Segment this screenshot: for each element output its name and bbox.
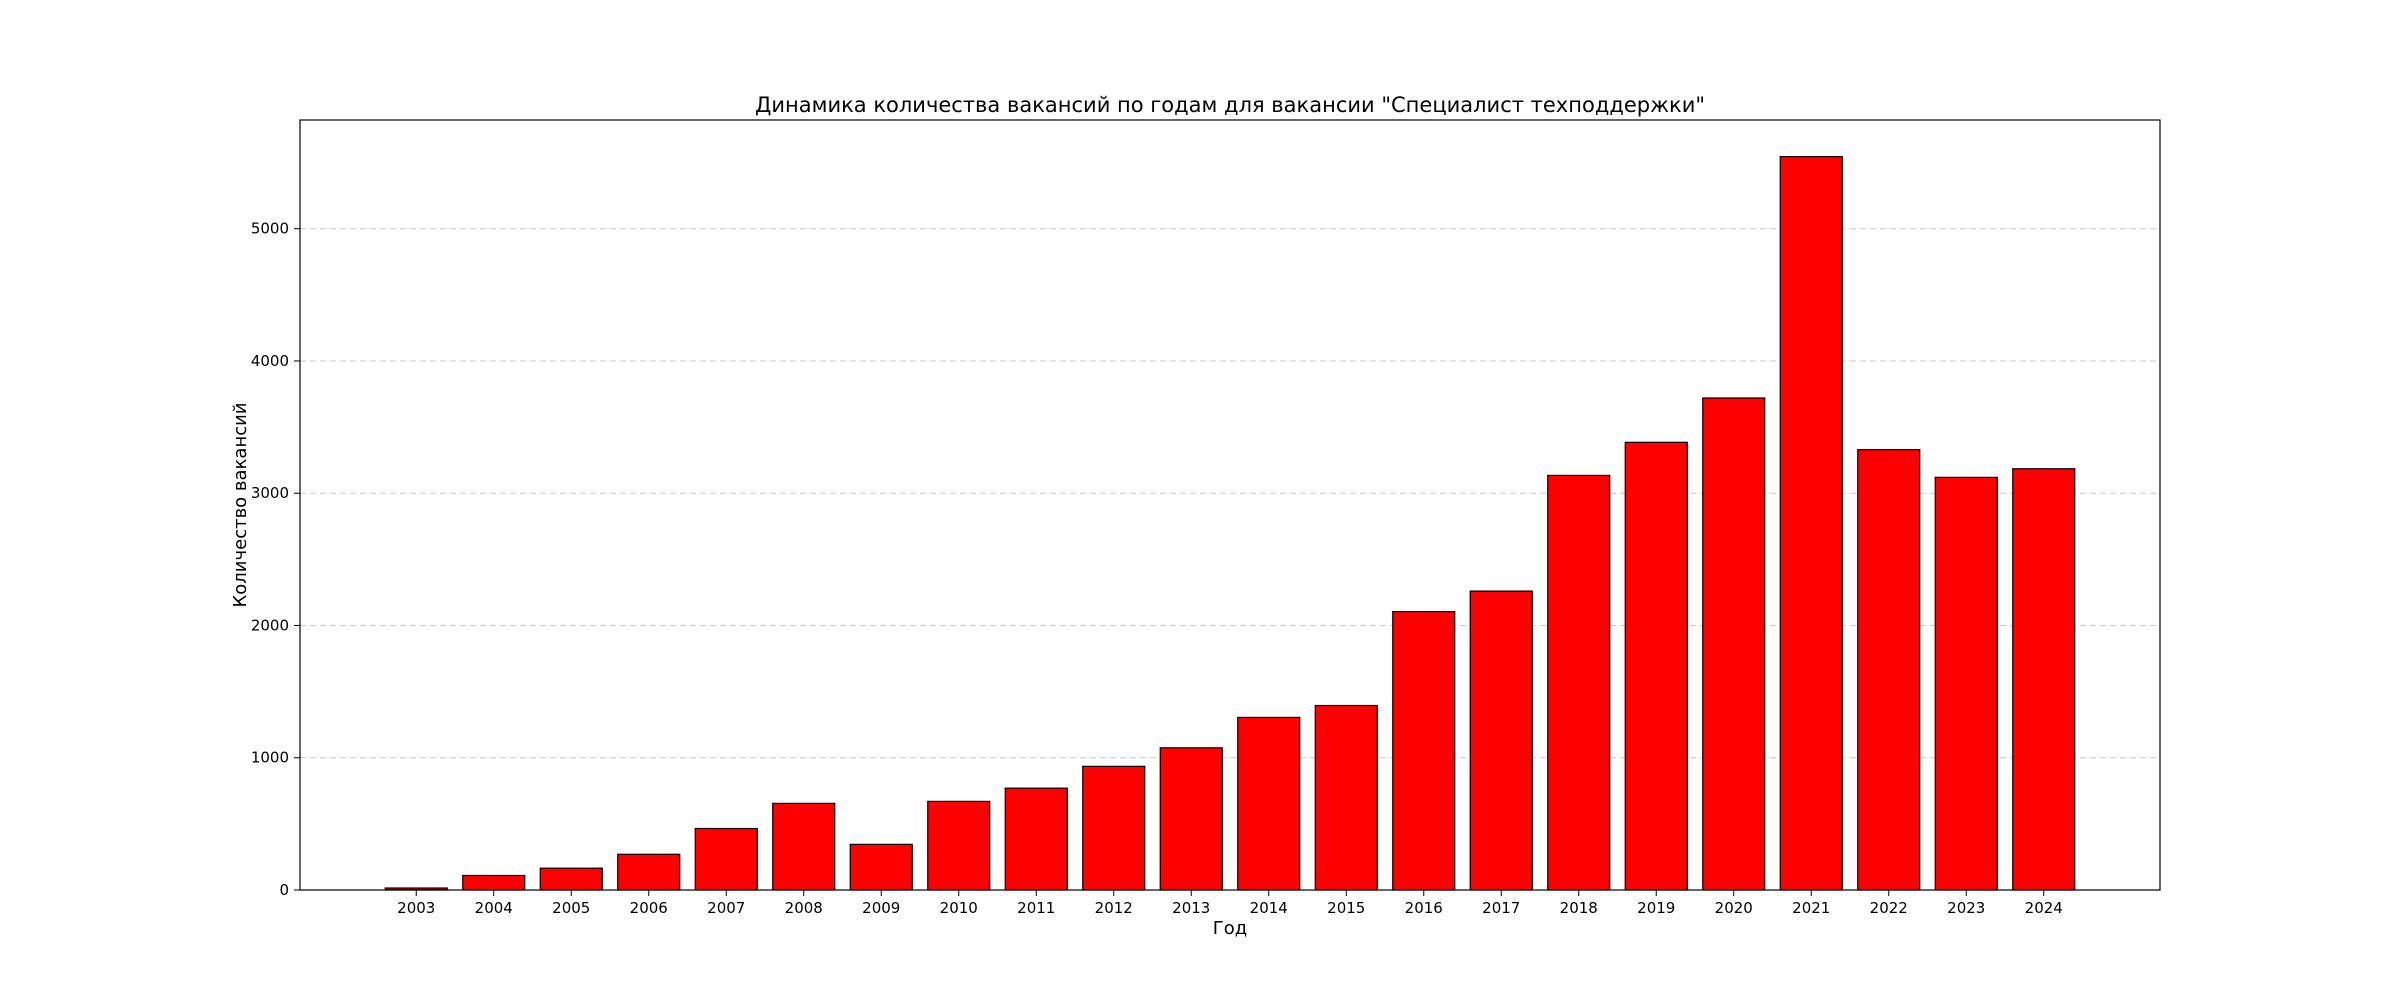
- x-axis-label: Год: [1213, 918, 1247, 939]
- bar: [927, 800, 991, 891]
- bar: [1779, 156, 1843, 891]
- bar: [1469, 590, 1533, 891]
- chart-title: Динамика количества вакансий по годам дл…: [755, 93, 1705, 117]
- x-tick-label: 2012: [1095, 899, 1133, 917]
- y-tick-label: 5000: [251, 220, 289, 238]
- bar: [1934, 476, 1998, 891]
- bar: [1314, 704, 1378, 891]
- x-tick-label: 2014: [1250, 899, 1288, 917]
- bar: [1237, 716, 1301, 891]
- y-axis: 0 1000 2000 3000 4000 5000: [251, 220, 300, 899]
- bar: [1082, 765, 1146, 891]
- x-tick-label: 2009: [862, 899, 900, 917]
- x-tick-label: 2008: [785, 899, 823, 917]
- bar: [1702, 397, 1766, 891]
- grid-layer: [300, 228, 2160, 759]
- bar: [1159, 747, 1223, 891]
- bar: [1857, 448, 1921, 891]
- x-tick-label: 2007: [707, 899, 745, 917]
- x-axis: 2003 2004 2005 2006 2007 2008 2009 2010 2011 2012…: [397, 890, 2063, 917]
- x-tick-label: 2003: [397, 899, 435, 917]
- x-tick-label: 2013: [1172, 899, 1210, 917]
- bar: [849, 843, 913, 891]
- bar: [539, 867, 603, 891]
- x-tick-label: 2022: [1870, 899, 1908, 917]
- y-tick-label: 0: [279, 881, 289, 899]
- bar: [617, 853, 681, 891]
- bar: [2012, 468, 2076, 891]
- x-tick-label: 2021: [1792, 899, 1830, 917]
- x-tick-label: 2023: [1947, 899, 1985, 917]
- x-tick-label: 2005: [552, 899, 590, 917]
- y-tick-label: 3000: [251, 484, 289, 502]
- x-tick-label: 2019: [1637, 899, 1675, 917]
- plot-frame: [299, 119, 2161, 891]
- x-tick-label: 2016: [1405, 899, 1443, 917]
- y-tick-label: 1000: [251, 749, 289, 767]
- bar: [694, 827, 758, 891]
- x-tick-label: 2018: [1560, 899, 1598, 917]
- bars-layer: [384, 156, 2076, 891]
- bar: [462, 874, 526, 891]
- y-axis-label: Количество вакансий: [230, 402, 251, 607]
- x-tick-label: 2017: [1482, 899, 1520, 917]
- x-tick-label: 2010: [940, 899, 978, 917]
- x-tick-label: 2006: [630, 899, 668, 917]
- bar: [1392, 610, 1456, 891]
- x-tick-label: 2024: [2025, 899, 2063, 917]
- bar: [1624, 441, 1688, 891]
- bar: [772, 802, 836, 891]
- bar: [1547, 474, 1611, 891]
- x-tick-label: 2015: [1327, 899, 1365, 917]
- x-tick-label: 2020: [1715, 899, 1753, 917]
- y-tick-label: 4000: [251, 352, 289, 370]
- bar: [1004, 787, 1068, 891]
- y-tick-label: 2000: [251, 616, 289, 634]
- x-tick-label: 2011: [1017, 899, 1055, 917]
- x-tick-label: 2004: [475, 899, 513, 917]
